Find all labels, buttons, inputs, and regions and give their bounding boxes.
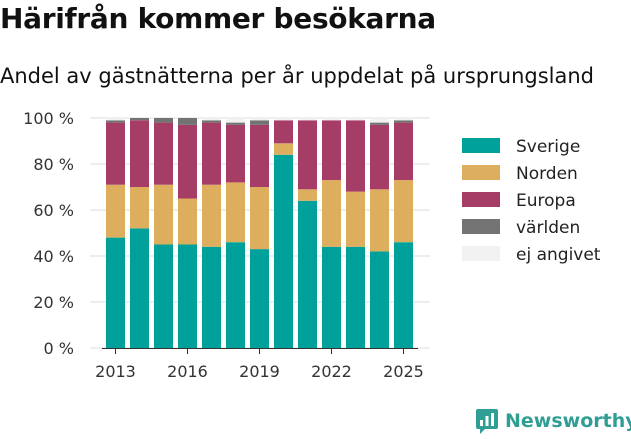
bar-segment bbox=[322, 246, 341, 348]
legend-label: världen bbox=[516, 218, 580, 238]
bar-segment bbox=[274, 120, 293, 144]
bar-segment bbox=[298, 200, 317, 348]
bar-segment bbox=[130, 120, 149, 187]
bar-segment bbox=[154, 184, 173, 245]
legend-label: Sverige bbox=[516, 137, 580, 157]
legend-label: ej angivet bbox=[516, 245, 601, 265]
bar-segment bbox=[274, 118, 293, 121]
bar-segment bbox=[346, 246, 365, 348]
x-tick-label: 2019 bbox=[239, 362, 280, 381]
legend-swatch bbox=[462, 246, 500, 261]
bar-segment bbox=[106, 122, 125, 185]
bar-segment bbox=[178, 244, 197, 348]
bar-segment bbox=[298, 118, 317, 121]
bar-segment bbox=[202, 120, 221, 123]
y-tick-label: 40 % bbox=[33, 247, 74, 266]
bar-segment bbox=[154, 122, 173, 185]
legend-label: Europa bbox=[516, 191, 576, 211]
y-tick-label: 60 % bbox=[33, 201, 74, 220]
legend-swatch bbox=[462, 192, 500, 207]
bar-segment bbox=[298, 120, 317, 190]
bar-segment bbox=[106, 118, 125, 121]
bar-segment bbox=[226, 182, 245, 243]
x-tick-label: 2022 bbox=[311, 362, 352, 381]
x-tick-label: 2016 bbox=[167, 362, 208, 381]
bar-segment bbox=[394, 242, 413, 348]
bar-segment bbox=[226, 122, 245, 125]
bar-segment bbox=[274, 143, 293, 155]
bar-segment bbox=[250, 187, 269, 250]
bar-segment bbox=[130, 228, 149, 348]
y-tick-label: 80 % bbox=[33, 155, 74, 174]
bar-segment bbox=[178, 118, 197, 125]
bar-segment bbox=[394, 120, 413, 123]
bar-segment bbox=[202, 184, 221, 247]
bar-segment bbox=[178, 124, 197, 199]
bar-segment bbox=[250, 120, 269, 125]
bar-segment bbox=[130, 118, 149, 121]
bar-segment bbox=[370, 251, 389, 348]
bar-segment bbox=[106, 237, 125, 348]
bar-segment bbox=[370, 118, 389, 123]
bar-segment bbox=[202, 122, 221, 185]
bar-segment bbox=[154, 118, 173, 123]
bar-segment bbox=[370, 124, 389, 190]
x-tick-label: 2013 bbox=[95, 362, 136, 381]
bar-segment bbox=[202, 246, 221, 348]
legend-label: Norden bbox=[516, 164, 578, 184]
bar-segment bbox=[322, 120, 341, 181]
bar-segment bbox=[322, 180, 341, 247]
legend-swatch bbox=[462, 219, 500, 234]
bar-segment bbox=[178, 198, 197, 245]
chart-title: Härifrån kommer besökarna bbox=[0, 2, 436, 35]
y-tick-label: 20 % bbox=[33, 293, 74, 312]
bar-segment bbox=[106, 120, 125, 123]
bar-segment bbox=[226, 118, 245, 123]
chart-subtitle: Andel av gästnätterna per år uppdelat på… bbox=[0, 64, 594, 88]
bar-segment bbox=[106, 184, 125, 238]
brand-name: Newsworthy bbox=[505, 410, 631, 432]
bar-segment bbox=[394, 122, 413, 181]
y-tick-label: 100 % bbox=[23, 109, 74, 128]
y-tick-label: 0 % bbox=[44, 339, 74, 358]
bar-segment bbox=[346, 118, 365, 121]
bar-segment bbox=[226, 124, 245, 183]
bar-segment bbox=[394, 180, 413, 243]
bar-segment bbox=[226, 242, 245, 348]
bar-segment bbox=[250, 249, 269, 348]
bar-segment bbox=[250, 118, 269, 121]
bar-segment bbox=[202, 118, 221, 121]
bar-segment bbox=[370, 189, 389, 252]
bar-segment bbox=[346, 191, 365, 247]
bar-segment bbox=[298, 189, 317, 201]
newsworthy-logo-icon bbox=[476, 409, 498, 434]
bar-segment bbox=[274, 154, 293, 348]
bar-segment bbox=[130, 187, 149, 229]
bar-segment bbox=[370, 122, 389, 125]
bar-segment bbox=[154, 244, 173, 348]
bar-segment bbox=[250, 124, 269, 187]
x-tick-label: 2025 bbox=[383, 362, 424, 381]
legend-swatch bbox=[462, 165, 500, 180]
bar-segment bbox=[322, 118, 341, 121]
legend-swatch bbox=[462, 138, 500, 153]
bar-segment bbox=[394, 118, 413, 121]
bar-segment bbox=[346, 120, 365, 192]
brand-logo: Newsworthy bbox=[476, 408, 631, 434]
